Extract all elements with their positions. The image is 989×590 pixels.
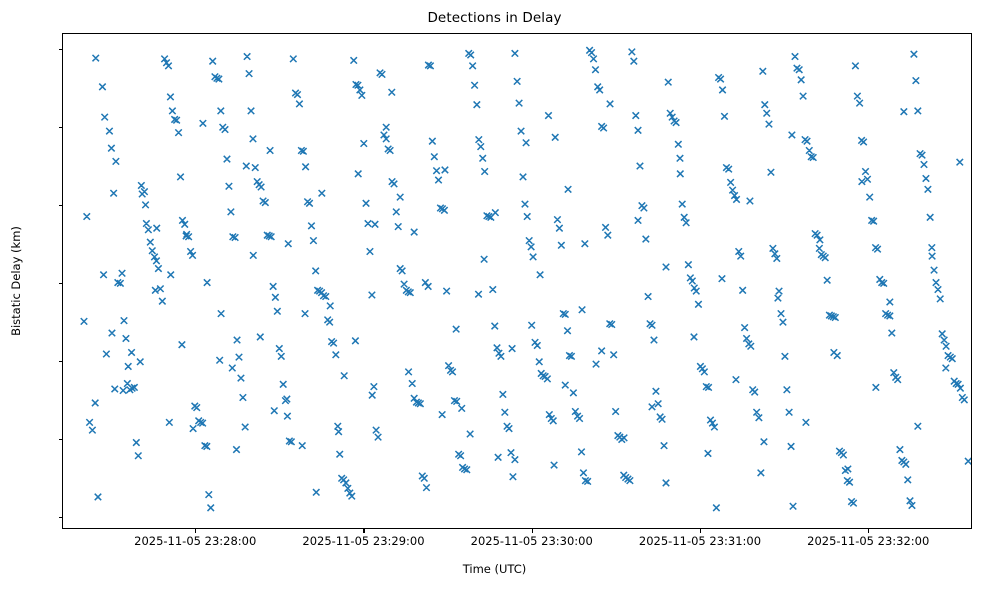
- y-tick-mark: [58, 360, 62, 362]
- scatter-points: [80, 46, 971, 512]
- x-tick-label: 2025-11-05 23:32:00: [807, 534, 930, 548]
- y-axis-label: Bistatic Delay (km): [9, 226, 23, 336]
- chart-title: Detections in Delay: [427, 10, 562, 26]
- scatter-series-layer: [80, 46, 971, 512]
- y-tick-mark: [58, 126, 62, 128]
- y-tick-mark: [58, 48, 62, 50]
- x-tick-mark: [868, 529, 870, 533]
- y-tick-mark: [58, 438, 62, 440]
- y-tick-mark: [58, 516, 62, 518]
- x-tick-label: 2025-11-05 23:31:00: [638, 534, 762, 548]
- y-tick-mark: [58, 282, 62, 284]
- x-tick-mark: [699, 529, 702, 533]
- x-tick-mark: [195, 529, 197, 533]
- x-tick-label: 2025-11-05 23:29:00: [302, 534, 425, 548]
- plot-area: [62, 33, 972, 529]
- x-tick-mark: [531, 529, 533, 533]
- x-tick-label: 2025-11-05 23:28:00: [134, 534, 257, 548]
- x-axis-label: Time (UTC): [462, 562, 527, 576]
- scatter-marker-path: [80, 46, 971, 512]
- x-tick-label: 2025-11-05 23:30:00: [470, 534, 593, 548]
- x-tick-mark: [363, 529, 365, 533]
- y-tick-mark: [58, 204, 62, 206]
